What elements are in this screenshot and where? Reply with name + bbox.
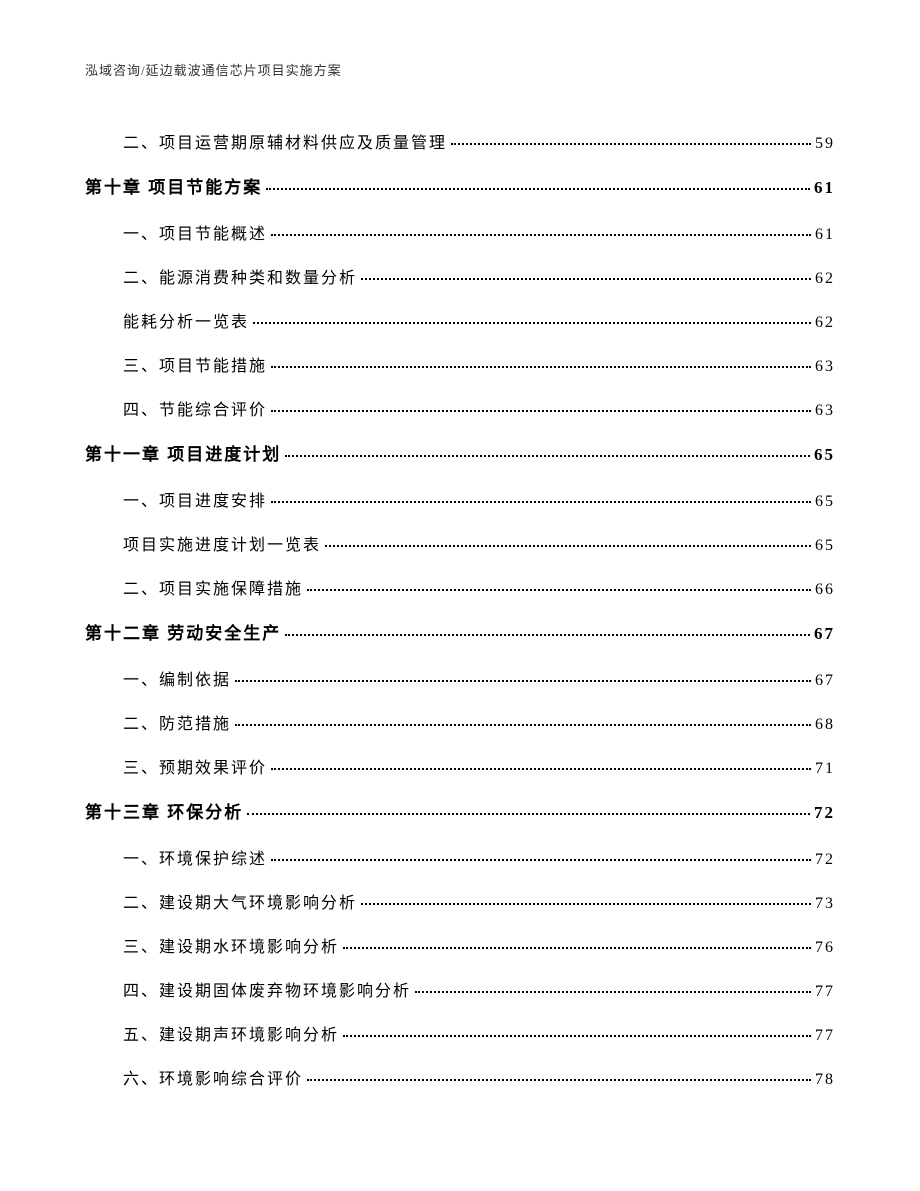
- toc-entry-label: 二、建设期大气环境影响分析: [123, 889, 357, 913]
- toc-chapter-entry: 第十二章 劳动安全生产 67: [85, 619, 835, 644]
- toc-section-entry: 三、项目节能措施 63: [85, 352, 835, 376]
- toc-section-entry: 二、防范措施 68: [85, 710, 835, 734]
- toc-entry-page: 65: [815, 493, 835, 511]
- toc-section-entry: 一、项目节能概述 61: [85, 220, 835, 244]
- toc-entry-page: 65: [814, 445, 835, 465]
- toc-section-entry: 项目实施进度计划一览表 65: [85, 531, 835, 555]
- toc-leader-dots: [415, 991, 811, 993]
- toc-chapter-entry: 第十章 项目节能方案 61: [85, 173, 835, 198]
- toc-entry-label: 能耗分析一览表: [123, 308, 249, 332]
- toc-leader-dots: [271, 366, 811, 368]
- table-of-contents: 二、项目运营期原辅材料供应及质量管理59第十章 项目节能方案61一、项目节能概述…: [85, 129, 835, 1089]
- toc-entry-label: 三、项目节能措施: [123, 352, 267, 376]
- toc-entry-page: 62: [815, 314, 835, 332]
- toc-entry-page: 77: [815, 1027, 835, 1045]
- toc-entry-label: 项目实施进度计划一览表: [123, 531, 321, 555]
- toc-entry-page: 78: [815, 1071, 835, 1089]
- toc-entry-page: 72: [814, 803, 835, 823]
- toc-leader-dots: [253, 322, 811, 324]
- toc-entry-label: 一、项目节能概述: [123, 220, 267, 244]
- toc-entry-label: 四、节能综合评价: [123, 396, 267, 420]
- toc-leader-dots: [271, 768, 811, 770]
- toc-entry-page: 68: [815, 716, 835, 734]
- toc-chapter-entry: 第十一章 项目进度计划 65: [85, 440, 835, 465]
- toc-chapter-entry: 第十三章 环保分析 72: [85, 798, 835, 823]
- toc-entry-page: 59: [815, 135, 835, 153]
- toc-section-entry: 四、建设期固体废弃物环境影响分析 77: [85, 977, 835, 1001]
- toc-section-entry: 二、建设期大气环境影响分析 73: [85, 889, 835, 913]
- toc-entry-page: 62: [815, 270, 835, 288]
- toc-leader-dots: [271, 410, 811, 412]
- toc-leader-dots: [343, 947, 811, 949]
- toc-entry-label: 三、建设期水环境影响分析: [123, 933, 339, 957]
- toc-entry-page: 61: [814, 178, 835, 198]
- toc-leader-dots: [285, 634, 810, 636]
- toc-leader-dots: [266, 188, 810, 190]
- toc-section-entry: 二、项目运营期原辅材料供应及质量管理 59: [85, 129, 835, 153]
- toc-leader-dots: [307, 589, 811, 591]
- toc-leader-dots: [361, 278, 811, 280]
- toc-leader-dots: [271, 234, 811, 236]
- toc-entry-label: 五、建设期声环境影响分析: [123, 1021, 339, 1045]
- toc-entry-page: 71: [815, 760, 835, 778]
- toc-entry-label: 一、编制依据: [123, 666, 231, 690]
- toc-entry-label: 二、项目实施保障措施: [123, 575, 303, 599]
- toc-section-entry: 能耗分析一览表 62: [85, 308, 835, 332]
- toc-entry-page: 73: [815, 895, 835, 913]
- toc-leader-dots: [271, 859, 811, 861]
- toc-entry-page: 72: [815, 851, 835, 869]
- toc-section-entry: 二、项目实施保障措施 66: [85, 575, 835, 599]
- toc-entry-page: 61: [815, 226, 835, 244]
- toc-leader-dots: [451, 143, 811, 145]
- toc-entry-page: 65: [815, 537, 835, 555]
- toc-entry-label: 一、环境保护综述: [123, 845, 267, 869]
- toc-entry-label: 第十章 项目节能方案: [85, 173, 262, 198]
- toc-entry-page: 66: [815, 581, 835, 599]
- toc-entry-label: 二、能源消费种类和数量分析: [123, 264, 357, 288]
- toc-entry-page: 67: [815, 672, 835, 690]
- toc-entry-page: 63: [815, 358, 835, 376]
- toc-entry-page: 67: [814, 624, 835, 644]
- toc-section-entry: 三、建设期水环境影响分析 76: [85, 933, 835, 957]
- toc-entry-label: 三、预期效果评价: [123, 754, 267, 778]
- toc-leader-dots: [235, 724, 811, 726]
- toc-section-entry: 一、编制依据 67: [85, 666, 835, 690]
- toc-leader-dots: [247, 813, 810, 815]
- toc-leader-dots: [307, 1079, 811, 1081]
- toc-entry-label: 第十二章 劳动安全生产: [85, 619, 281, 644]
- toc-entry-label: 二、项目运营期原辅材料供应及质量管理: [123, 129, 447, 153]
- toc-section-entry: 二、能源消费种类和数量分析 62: [85, 264, 835, 288]
- toc-entry-label: 四、建设期固体废弃物环境影响分析: [123, 977, 411, 1001]
- toc-entry-label: 第十一章 项目进度计划: [85, 440, 281, 465]
- toc-section-entry: 四、节能综合评价 63: [85, 396, 835, 420]
- toc-entry-label: 二、防范措施: [123, 710, 231, 734]
- toc-entry-page: 77: [815, 983, 835, 1001]
- toc-entry-label: 一、项目进度安排: [123, 487, 267, 511]
- toc-leader-dots: [271, 501, 811, 503]
- toc-leader-dots: [361, 903, 811, 905]
- toc-section-entry: 三、预期效果评价 71: [85, 754, 835, 778]
- toc-section-entry: 六、环境影响综合评价 78: [85, 1065, 835, 1089]
- toc-section-entry: 五、建设期声环境影响分析 77: [85, 1021, 835, 1045]
- toc-leader-dots: [285, 455, 810, 457]
- toc-entry-label: 第十三章 环保分析: [85, 798, 243, 823]
- toc-leader-dots: [235, 680, 811, 682]
- toc-entry-page: 63: [815, 402, 835, 420]
- toc-section-entry: 一、项目进度安排 65: [85, 487, 835, 511]
- toc-section-entry: 一、环境保护综述 72: [85, 845, 835, 869]
- toc-leader-dots: [325, 545, 811, 547]
- toc-entry-label: 六、环境影响综合评价: [123, 1065, 303, 1089]
- toc-entry-page: 76: [815, 939, 835, 957]
- toc-leader-dots: [343, 1035, 811, 1037]
- document-header: 泓域咨询/延边载波通信芯片项目实施方案: [85, 60, 835, 79]
